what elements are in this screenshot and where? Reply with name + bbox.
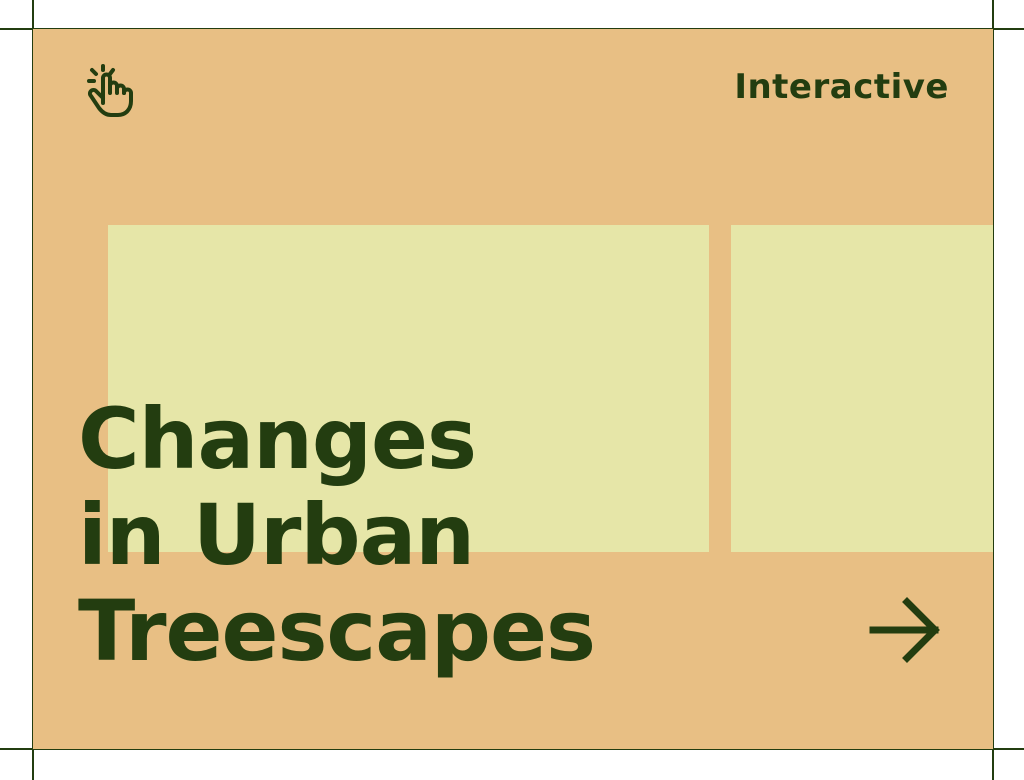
crop-guide-top xyxy=(0,28,1024,30)
interactive-tag: Interactive xyxy=(734,67,949,107)
title-line-2: in Urban xyxy=(78,486,475,584)
title-line-1: Changes xyxy=(78,390,477,488)
story-card[interactable]: Interactive Changes in Urban Treescapes xyxy=(33,29,993,749)
title-line-3: Treescapes xyxy=(78,582,596,680)
image-panel-right xyxy=(731,225,993,552)
tap-hand-icon xyxy=(87,64,133,117)
crop-guide-left xyxy=(32,0,34,780)
arrow-right-icon[interactable] xyxy=(869,595,945,665)
image-panel-left xyxy=(108,225,709,552)
card-title: Changes in Urban Treescapes xyxy=(78,390,596,680)
